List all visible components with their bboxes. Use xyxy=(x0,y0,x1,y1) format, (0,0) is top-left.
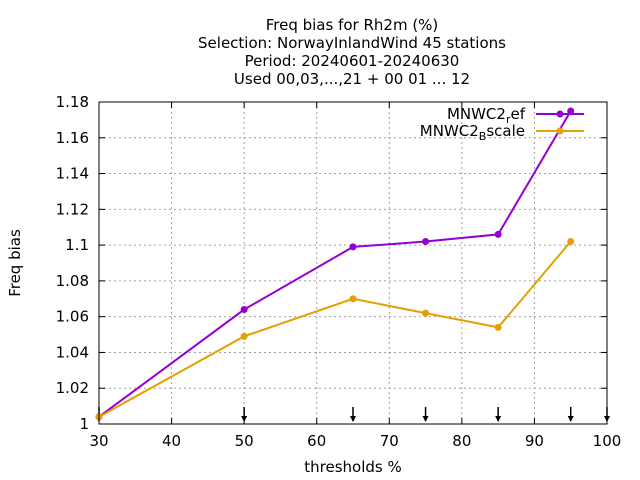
data-point xyxy=(494,230,502,238)
y-tick-label: 1.04 xyxy=(56,343,89,361)
y-tick-label: 1.12 xyxy=(56,200,89,218)
threshold-arrow xyxy=(350,407,356,422)
y-tick-label: 1.14 xyxy=(56,165,89,183)
data-point xyxy=(240,332,248,340)
data-point xyxy=(422,309,430,317)
grid xyxy=(99,102,607,424)
data-point xyxy=(567,107,575,115)
legend-label-rest: scale xyxy=(486,122,525,140)
title-line: Freq bias for Rh2m (%) xyxy=(266,16,439,34)
x-tick-label: 100 xyxy=(593,432,622,450)
legend-label: MNWC2ref xyxy=(447,105,526,126)
x-tick-label: 50 xyxy=(235,432,254,450)
x-tick-label: 90 xyxy=(525,432,544,450)
threshold-arrow xyxy=(422,407,429,422)
series-line xyxy=(98,110,572,418)
series-line xyxy=(98,240,572,418)
x-tick-label: 80 xyxy=(452,432,471,450)
threshold-arrow-head xyxy=(422,416,429,422)
legend-label-base: MNWC2 xyxy=(420,122,479,140)
x-tick-label: 30 xyxy=(89,432,108,450)
x-tick-label: 40 xyxy=(162,432,181,450)
legend-label-rest: ef xyxy=(510,105,525,123)
y-axis-label: Freq bias xyxy=(6,229,24,297)
y-axis-ticks: 1 1.02 1.04 1.06 1.08 1.1 1.12 1.14 1.16 1.18 xyxy=(56,93,607,433)
data-point xyxy=(240,306,248,314)
legend-label-subscript: r xyxy=(506,113,511,126)
plot-frame xyxy=(98,101,608,425)
data-series xyxy=(95,107,575,421)
y-tick-label: 1.18 xyxy=(56,93,89,111)
y-tick-label: 1.1 xyxy=(65,236,89,254)
x-tick-label: 70 xyxy=(380,432,399,450)
threshold-arrow-head xyxy=(495,416,502,422)
threshold-markers xyxy=(96,407,610,422)
legend-label-subscript: B xyxy=(479,130,487,143)
threshold-arrow xyxy=(495,407,502,422)
title-line: Selection: NorwayInlandWind 45 stations xyxy=(198,34,506,52)
title-line: Period: 20240601-20240630 xyxy=(245,52,460,70)
legend-label: MNWC2Bscale xyxy=(420,122,525,143)
threshold-arrow-head xyxy=(350,416,356,422)
legend-label-base: MNWC2 xyxy=(447,105,506,123)
y-tick-label: 1.06 xyxy=(56,308,89,326)
legend-swatch-point xyxy=(556,127,564,135)
data-point xyxy=(349,295,357,303)
series-1 xyxy=(95,107,575,421)
chart-title: Freq bias for Rh2m (%)Selection: NorwayI… xyxy=(198,16,506,88)
threshold-arrow xyxy=(241,407,248,422)
data-point xyxy=(567,238,575,246)
threshold-arrow-head xyxy=(567,416,574,422)
threshold-arrow xyxy=(567,407,574,422)
y-tick-label: 1.08 xyxy=(56,272,89,290)
y-tick-label: 1.02 xyxy=(56,379,89,397)
data-point xyxy=(349,243,357,251)
threshold-arrow-head xyxy=(241,416,248,422)
y-tick-label: 1 xyxy=(79,415,89,433)
y-tick-label: 1.16 xyxy=(56,129,89,147)
data-point xyxy=(422,238,430,246)
data-point xyxy=(494,323,502,331)
title-line: Used 00,03,...,21 + 00 01 ... 12 xyxy=(234,70,470,88)
x-tick-label: 60 xyxy=(307,432,326,450)
legend-swatch-point xyxy=(556,110,564,118)
x-axis-label: thresholds % xyxy=(304,458,401,476)
series-2 xyxy=(95,238,575,421)
